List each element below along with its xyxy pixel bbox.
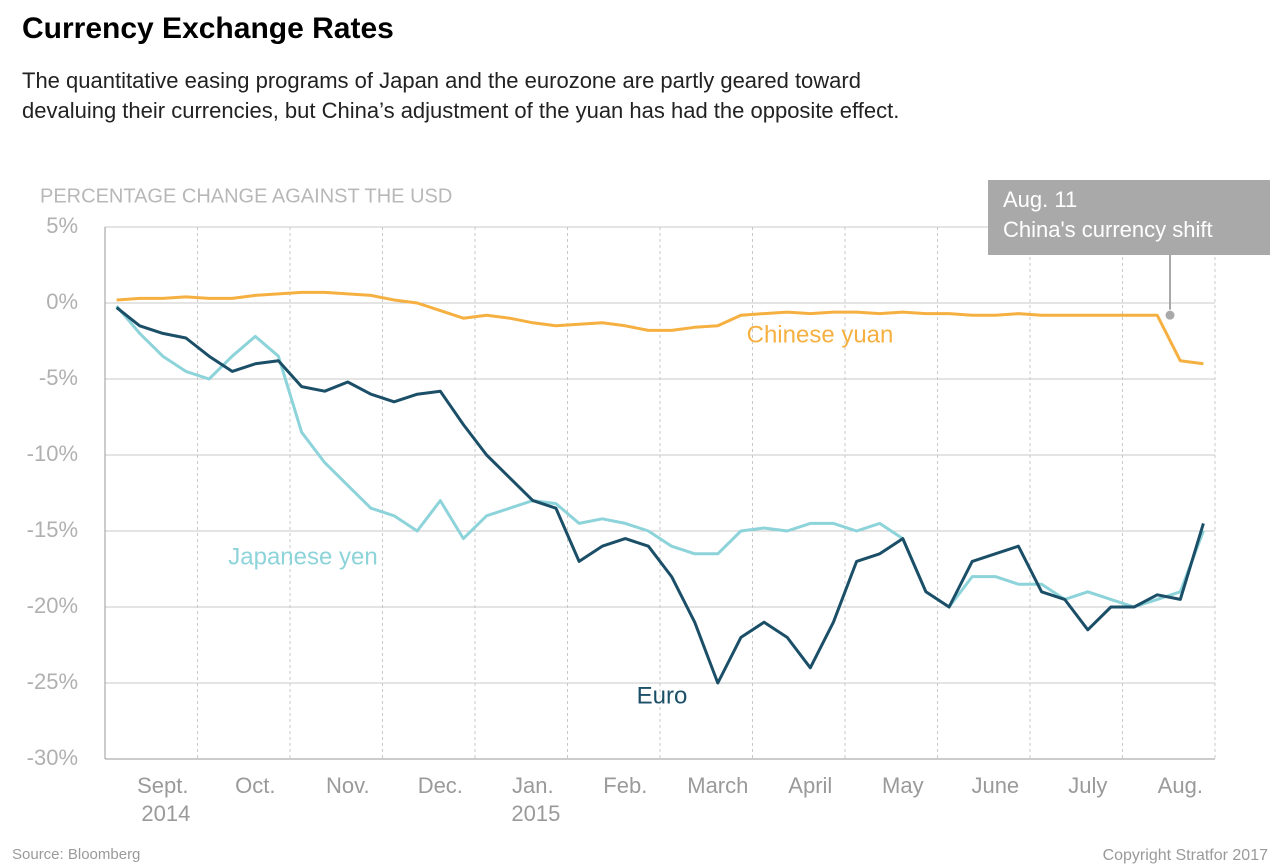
x-tick-label: July — [1068, 773, 1107, 798]
annotation-dot — [1164, 309, 1176, 321]
x-tick-label: Feb. — [603, 773, 647, 798]
annotation-box — [988, 180, 1270, 255]
series-line — [115, 306, 1205, 685]
chart-subtitle: The quantitative easing programs of Japa… — [22, 68, 900, 123]
y-tick-label: 0% — [46, 289, 78, 314]
source: Source: Bloomberg — [12, 846, 140, 863]
y-tick-label: -5% — [39, 365, 78, 390]
series-label: Chinese yuan — [747, 321, 894, 348]
y-tick-label: -25% — [27, 669, 78, 694]
series-label: Japanese yen — [228, 543, 377, 570]
copyright: Copyright Stratfor 2017 — [1103, 847, 1269, 864]
y-tick-label: -30% — [27, 745, 78, 770]
annotation-date: Aug. 11 — [1003, 187, 1077, 212]
y-tick-label: 5% — [46, 213, 78, 238]
x-tick-label: May — [882, 773, 924, 798]
x-tick-label: June — [971, 773, 1019, 798]
y-tick-label: -10% — [27, 441, 78, 466]
x-tick-label: Aug. — [1158, 773, 1203, 798]
chart-title: Currency Exchange Rates — [22, 12, 394, 45]
y-axis-label: PERCENTAGE CHANGE AGAINST THE USD — [40, 185, 452, 207]
x-tick-label: Oct. — [235, 773, 275, 798]
series-line — [115, 305, 1205, 609]
x-tick-label: Sept. 2014 — [135, 773, 190, 826]
annotation-text: China's currency shift — [1003, 217, 1213, 242]
x-tick-label: Dec. — [418, 773, 463, 798]
x-tick-label: Jan. 2015 — [505, 773, 560, 826]
series-label: Euro — [637, 682, 688, 709]
x-tick-label: Nov. — [326, 773, 370, 798]
y-tick-label: -20% — [27, 593, 78, 618]
series-line — [116, 290, 1204, 366]
x-tick-label: April — [788, 773, 832, 798]
x-tick-label: March — [687, 773, 748, 798]
y-tick-label: -15% — [27, 517, 78, 542]
